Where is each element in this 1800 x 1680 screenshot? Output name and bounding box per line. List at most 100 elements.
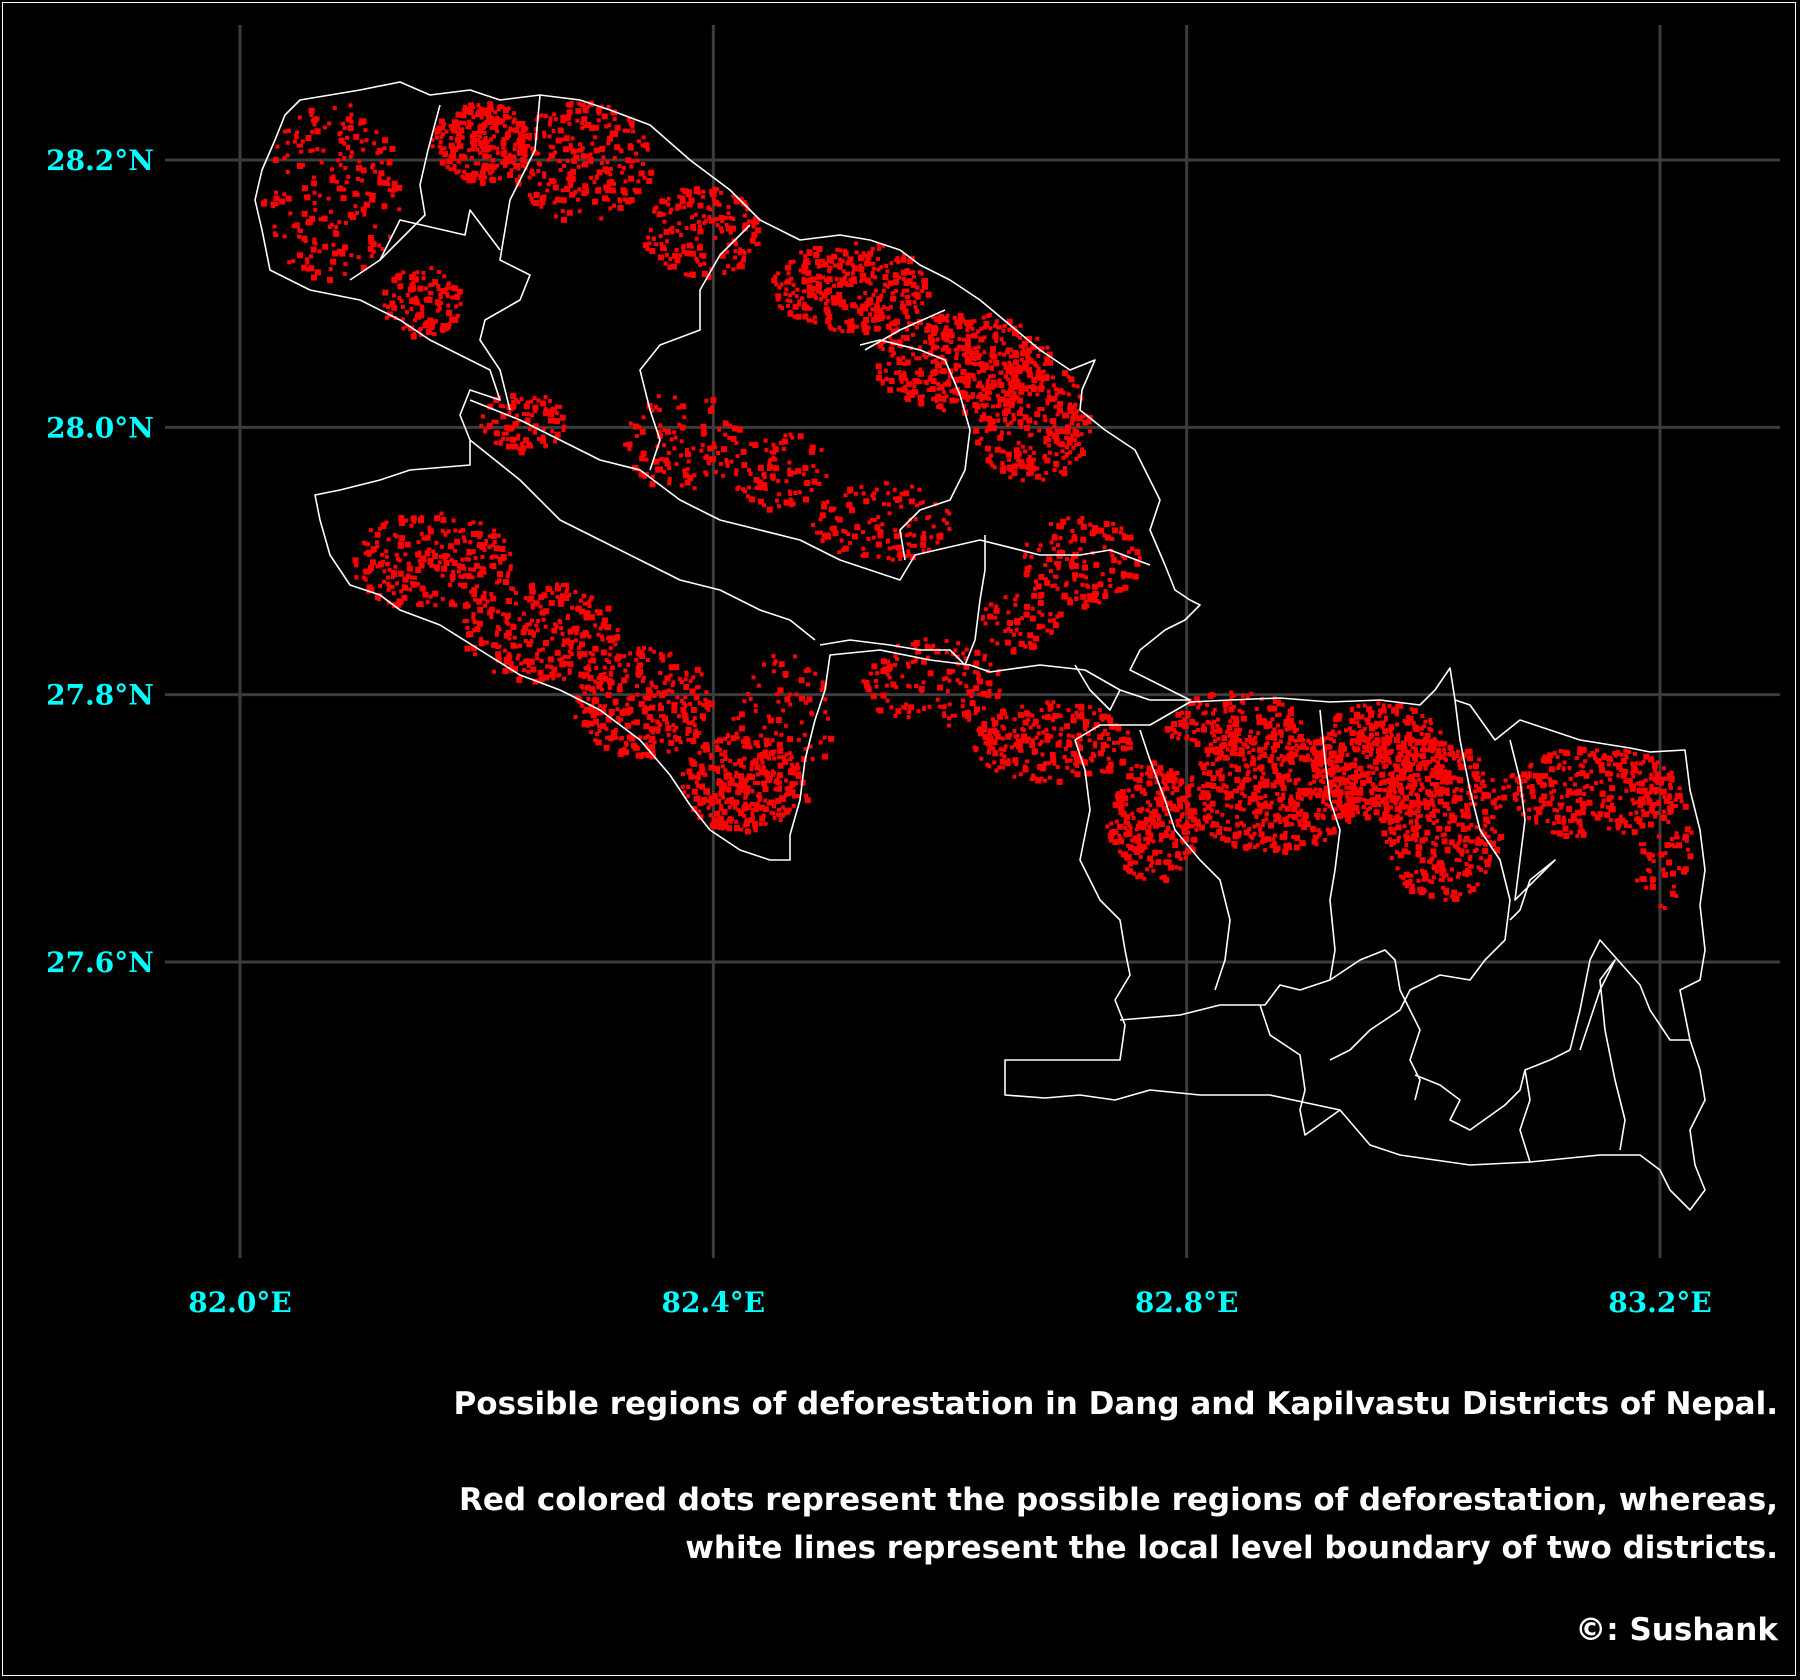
deforestation-dot [412, 271, 417, 276]
deforestation-dot [1023, 360, 1030, 367]
deforestation-dot [719, 752, 724, 757]
deforestation-dot [1187, 793, 1192, 798]
deforestation-dot [451, 154, 456, 158]
deforestation-dot [652, 209, 657, 214]
deforestation-dot [589, 125, 596, 132]
deforestation-dot [623, 749, 630, 756]
deforestation-dot [608, 172, 613, 177]
deforestation-dot [608, 709, 615, 715]
deforestation-dot [943, 332, 948, 336]
deforestation-dot [870, 493, 875, 498]
deforestation-dot [585, 601, 590, 606]
deforestation-dot [522, 625, 529, 632]
deforestation-dot [771, 456, 776, 461]
deforestation-dot [862, 277, 867, 282]
deforestation-dot [827, 269, 832, 274]
deforestation-dot [1012, 383, 1019, 390]
deforestation-dot [679, 698, 684, 703]
deforestation-dot [554, 649, 561, 656]
deforestation-dot [989, 453, 993, 458]
deforestation-dot [1297, 745, 1302, 750]
deforestation-dot [1301, 738, 1306, 743]
deforestation-dot [987, 750, 991, 755]
deforestation-dot [759, 822, 763, 827]
deforestation-dot [1137, 820, 1142, 825]
deforestation-dot [870, 517, 874, 522]
deforestation-dot [1217, 751, 1224, 758]
deforestation-dot [775, 498, 779, 503]
deforestation-dot [1026, 366, 1032, 373]
deforestation-dot [596, 118, 601, 123]
deforestation-dot [926, 388, 931, 392]
deforestation-dot [710, 190, 717, 197]
deforestation-dot [1078, 713, 1085, 720]
deforestation-dot [997, 400, 1002, 404]
deforestation-dot [658, 722, 663, 727]
deforestation-dot [815, 287, 822, 294]
deforestation-dot [1112, 839, 1119, 846]
deforestation-dot [600, 622, 607, 629]
deforestation-dot [579, 148, 584, 153]
deforestation-dot [768, 458, 773, 463]
deforestation-dot [495, 651, 502, 658]
deforestation-dot [495, 580, 499, 585]
deforestation-dot [616, 686, 623, 693]
deforestation-dot [1022, 719, 1029, 726]
deforestation-dot [391, 277, 398, 283]
deforestation-dot [1065, 765, 1070, 770]
deforestation-dot [520, 445, 527, 452]
deforestation-dot [941, 315, 948, 322]
deforestation-dot [561, 216, 567, 223]
deforestation-dot [641, 415, 646, 420]
deforestation-dot [541, 647, 545, 652]
deforestation-dot [665, 725, 672, 732]
deforestation-dot [628, 651, 633, 656]
deforestation-dot [1080, 711, 1085, 716]
deforestation-dot [667, 265, 672, 270]
deforestation-dot [901, 269, 908, 276]
deforestation-dot [363, 568, 370, 575]
deforestation-dot [697, 809, 702, 814]
deforestation-dot [990, 379, 997, 386]
deforestation-dot [962, 672, 967, 677]
deforestation-dot [847, 256, 854, 263]
deforestation-dot [716, 818, 723, 825]
deforestation-dot [1105, 732, 1110, 737]
deforestation-dot [512, 111, 516, 116]
deforestation-dot [626, 441, 633, 448]
deforestation-dot [1181, 827, 1186, 832]
deforestation-dot [769, 473, 776, 480]
deforestation-dot [1057, 401, 1064, 408]
deforestation-dot [560, 188, 565, 193]
deforestation-dot [694, 236, 699, 241]
deforestation-dot [931, 643, 936, 648]
deforestation-dot [369, 198, 374, 203]
deforestation-dot [427, 291, 432, 295]
deforestation-dot [321, 148, 326, 153]
deforestation-dot [636, 646, 641, 651]
deforestation-dot [787, 692, 792, 697]
deforestation-dot [810, 276, 817, 283]
deforestation-dot [1027, 392, 1032, 397]
deforestation-dot [368, 586, 375, 593]
deforestation-dot [607, 637, 614, 644]
deforestation-dot [530, 146, 534, 151]
deforestation-dot [399, 299, 404, 303]
deforestation-dot [945, 509, 950, 513]
deforestation-dot [679, 453, 683, 458]
deforestation-dot [461, 535, 466, 540]
deforestation-dot [987, 421, 994, 428]
deforestation-dot [1156, 790, 1161, 795]
deforestation-dot [648, 647, 653, 652]
deforestation-dot [659, 652, 664, 656]
deforestation-dot [967, 348, 974, 355]
deforestation-dot [685, 191, 692, 198]
deforestation-dot [694, 186, 701, 193]
deforestation-dot [776, 271, 781, 276]
deforestation-dot [922, 706, 926, 711]
deforestation-dot [638, 471, 645, 478]
deforestation-dot [1126, 788, 1131, 793]
deforestation-dot [471, 531, 477, 538]
deforestation-dot [1185, 785, 1192, 792]
deforestation-dot [786, 271, 791, 276]
